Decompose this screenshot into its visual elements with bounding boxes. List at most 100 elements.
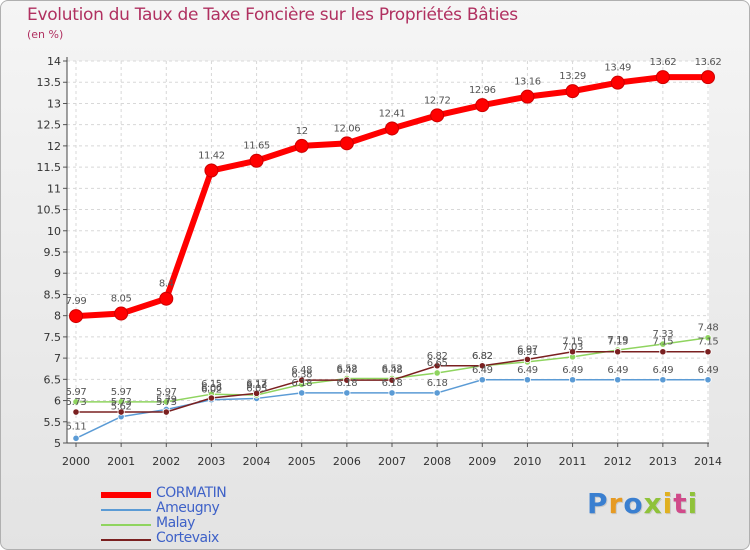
data-point-cortevaix — [478, 362, 486, 370]
data-point-ameugny — [568, 376, 577, 384]
logo-letter: i — [662, 487, 674, 520]
data-label-cortevaix: 5.73 — [111, 397, 132, 408]
chart-title: Evolution du Taux de Taxe Foncière sur l… — [27, 5, 518, 25]
data-label-malay: 7.48 — [698, 323, 719, 334]
data-point-cortevaix — [72, 408, 80, 416]
x-tick-label: 2001 — [107, 455, 135, 468]
y-axis-unit-label: (en %) — [27, 28, 64, 41]
legend-label: Cortevaix — [156, 530, 219, 546]
x-tick-label: 2009 — [468, 455, 496, 468]
x-tick-label: 2008 — [423, 455, 451, 468]
data-point-ameugny — [659, 376, 667, 384]
data-label-malay: 6.52 — [382, 363, 403, 374]
x-tick-label: 2011 — [559, 455, 587, 468]
data-point-cormatin — [159, 291, 174, 306]
data-label-malay: 6.15 — [201, 379, 222, 390]
data-point-ameugny — [298, 389, 306, 397]
y-tick-label: 7 — [54, 352, 61, 365]
data-point-ameugny — [523, 376, 532, 384]
legend-label: CORMATIN — [156, 485, 227, 501]
data-label-malay: 7.19 — [607, 335, 628, 346]
data-point-cormatin — [204, 163, 219, 178]
x-tick-label: 2012 — [604, 455, 632, 468]
data-label-ameugny: 6.18 — [291, 378, 312, 389]
data-point-cortevaix — [207, 394, 216, 402]
x-tick-label: 2000 — [62, 455, 90, 468]
legend-swatch — [101, 539, 151, 541]
data-point-cortevaix — [298, 376, 306, 384]
data-label-cormatin: 13.49 — [604, 63, 631, 74]
data-point-cormatin — [610, 75, 625, 90]
data-label-ameugny: 6.18 — [382, 378, 403, 389]
data-label-cortevaix: 7.15 — [607, 337, 628, 348]
data-label-cortevaix: 6.48 — [382, 365, 403, 376]
y-tick-label: 9 — [54, 267, 61, 280]
data-point-malay — [117, 398, 125, 406]
data-label-cormatin: 12.06 — [334, 123, 361, 134]
proxiti-logo: Proxiti — [587, 487, 698, 520]
data-label-cortevaix: 6.48 — [337, 365, 358, 376]
data-label-cormatin: 13.29 — [559, 71, 586, 82]
legend-swatch — [101, 492, 151, 498]
data-label-cortevaix: 6.17 — [246, 378, 267, 389]
data-label-cortevaix: 6.82 — [427, 351, 448, 362]
data-point-cortevaix — [568, 348, 577, 356]
data-label-ameugny: 5.79 — [156, 394, 177, 405]
data-label-ameugny: 6.49 — [653, 365, 674, 376]
y-tick-label: 6.5 — [44, 373, 62, 386]
data-point-malay — [72, 398, 80, 406]
data-point-cortevaix — [117, 408, 125, 416]
data-label-cortevaix: 7.15 — [653, 337, 674, 348]
data-label-ameugny: 6.18 — [337, 378, 358, 389]
y-tick-label: 12 — [47, 140, 61, 153]
data-point-cortevaix — [388, 376, 396, 384]
x-tick-label: 2004 — [243, 455, 271, 468]
logo-letter: r — [608, 487, 624, 520]
data-label-ameugny: 6.02 — [201, 385, 222, 396]
data-point-ameugny — [388, 389, 396, 397]
data-point-cortevaix — [659, 348, 667, 356]
data-label-malay: 6.52 — [337, 363, 358, 374]
data-label-cortevaix: 5.73 — [66, 397, 87, 408]
logo-letter: x — [643, 487, 663, 520]
logo-letter: o — [623, 487, 644, 520]
data-label-malay: 6.13 — [246, 380, 267, 391]
data-label-cormatin: 8.4 — [159, 279, 174, 290]
data-point-cormatin — [294, 138, 309, 153]
data-point-ameugny — [433, 389, 441, 397]
logo-letter: P — [587, 487, 609, 520]
data-point-cormatin — [430, 108, 445, 123]
data-point-cormatin — [520, 89, 535, 104]
data-label-cortevaix: 6.82 — [472, 351, 493, 362]
y-tick-label: 8 — [54, 310, 61, 323]
data-point-malay — [659, 340, 667, 348]
data-label-cortevaix: 5.73 — [156, 397, 177, 408]
data-label-malay: 6.82 — [472, 351, 493, 362]
x-tick-label: 2006 — [333, 455, 361, 468]
data-point-cormatin — [339, 136, 354, 151]
x-tick-label: 2005 — [288, 455, 316, 468]
data-label-cortevaix: 7.15 — [562, 337, 583, 348]
logo-letter: t — [673, 487, 688, 520]
data-point-cormatin — [565, 84, 580, 99]
data-label-cormatin: 8.05 — [111, 294, 132, 305]
data-point-ameugny — [478, 376, 486, 384]
data-point-cormatin — [69, 309, 83, 324]
data-label-cortevaix: 6.97 — [517, 344, 538, 355]
data-label-ameugny: 6.49 — [698, 365, 719, 376]
data-point-cormatin — [385, 121, 399, 136]
logo-letter: i — [687, 487, 699, 520]
data-point-cormatin — [114, 306, 129, 321]
legend-label: Malay — [156, 515, 195, 531]
data-label-cortevaix: 6.48 — [291, 365, 312, 376]
x-tick-label: 2003 — [197, 455, 225, 468]
data-label-ameugny: 6.18 — [427, 378, 448, 389]
data-label-ameugny: 6.49 — [472, 365, 493, 376]
data-point-cormatin — [655, 70, 670, 85]
data-label-cormatin: 12.41 — [379, 108, 406, 119]
data-label-malay: 5.97 — [66, 387, 87, 398]
data-label-ameugny: 6.49 — [517, 365, 538, 376]
data-point-ameugny — [343, 389, 351, 397]
x-tick-label: 2014 — [694, 455, 722, 468]
data-label-malay: 7.33 — [653, 329, 674, 340]
